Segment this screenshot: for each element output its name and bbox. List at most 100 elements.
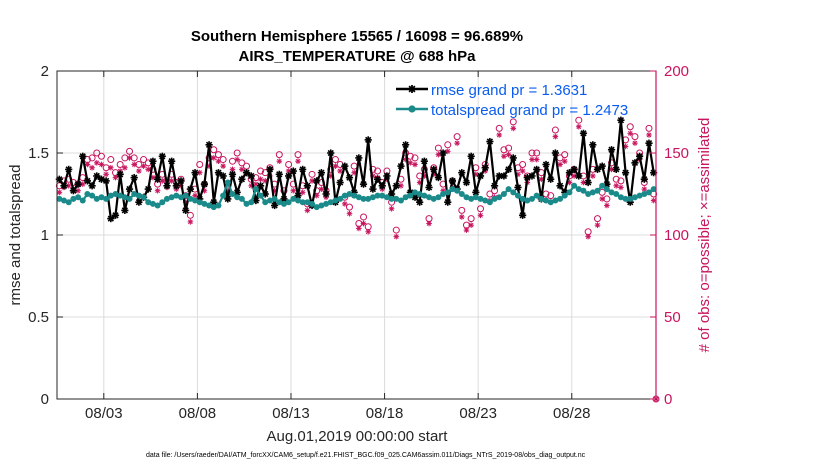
rmse-point (378, 182, 386, 190)
obs-possible-point (97, 152, 105, 160)
totalspread-point (266, 197, 273, 204)
totalspread-point (636, 192, 643, 199)
totalspread-point (543, 197, 550, 204)
totalspread-point (388, 195, 395, 202)
y2-tick-label: 150 (664, 145, 689, 162)
totalspread-point (603, 186, 610, 193)
obs-assimilated-point (257, 176, 264, 183)
totalspread-point (622, 195, 629, 202)
totalspread-point (131, 191, 138, 197)
totalspread-point (290, 195, 297, 202)
rmse-point (341, 162, 349, 170)
totalspread-point (332, 197, 339, 204)
totalspread-point (631, 194, 638, 201)
rmse-point (322, 190, 330, 198)
rmse-point (425, 183, 433, 192)
obs-possible-point (360, 213, 368, 221)
totalspread-point (407, 192, 414, 199)
obs-assimilated-point (168, 178, 175, 184)
totalspread-point (402, 194, 409, 201)
totalspread-point (313, 204, 320, 211)
rmse-point (79, 152, 87, 160)
obs-assimilated-point (501, 153, 507, 160)
obs-assimilated-point (145, 166, 152, 173)
totalspread-point (580, 187, 587, 194)
rmse-point (144, 185, 152, 193)
totalspread-point (229, 191, 236, 197)
totalspread-point (524, 197, 531, 204)
obs-possible-point (285, 160, 293, 168)
obs-possible-point (214, 151, 222, 159)
rmse-point (289, 167, 297, 175)
rmse-point (242, 169, 251, 177)
totalspread-point (440, 191, 447, 197)
obs-possible-point (327, 165, 335, 173)
totalspread-point (309, 200, 316, 207)
obs-assimilated-point (342, 201, 348, 207)
totalspread-point (477, 195, 484, 202)
totalspread-point (528, 195, 535, 202)
rmse-point (383, 172, 391, 180)
y2-tick-label: 0 (664, 391, 672, 408)
rmse-point (397, 162, 405, 170)
totalspread-point (318, 202, 325, 209)
obs-assimilated-point (126, 155, 133, 161)
rmse-point (402, 141, 410, 149)
obs-possible-point (425, 215, 433, 223)
totalspread-point (486, 199, 493, 206)
y2-axis-label: # of obs: o=possible; ×=assimilated (696, 118, 713, 353)
totalspread-point (360, 195, 367, 202)
rmse-point (327, 149, 335, 157)
obs-possible-point (537, 169, 545, 177)
totalspread-point (547, 199, 554, 206)
obs-possible-point (458, 206, 466, 214)
obs-assimilated-point (131, 161, 138, 168)
obs-possible-point (551, 126, 559, 134)
rmse-point (275, 170, 283, 178)
obs-possible-point (257, 167, 265, 175)
rmse-point (448, 177, 457, 185)
obs-possible-point (547, 192, 555, 200)
rmse-point (256, 182, 265, 190)
rmse-point (200, 180, 209, 188)
x-tick-label: 08/08 (179, 405, 217, 422)
obs-assimilated-point (393, 233, 400, 240)
totalspread-point (187, 195, 194, 202)
rmse-point (598, 162, 606, 170)
rmse-point (490, 182, 499, 190)
obs-assimilated-point (571, 173, 577, 179)
obs-assimilated-point (552, 133, 559, 140)
obs-assimilated-point (575, 123, 582, 130)
totalspread-point (645, 189, 652, 196)
rmse-point (317, 169, 326, 177)
rmse-point (444, 198, 452, 206)
obs-possible-point (93, 149, 101, 157)
obs-assimilated-point (112, 174, 119, 181)
obs-assimilated-point (159, 178, 166, 184)
obs-assimilated-point (365, 228, 371, 235)
y-tick-label: 1 (41, 227, 49, 244)
obs-possible-point (519, 160, 527, 168)
rmse-point (359, 180, 368, 188)
obs-assimilated-point (458, 214, 465, 220)
rmse-point (271, 201, 279, 210)
totalspread-point (234, 194, 241, 201)
x-tick-label: 08/13 (272, 405, 310, 422)
rmse-point (107, 215, 115, 223)
totalspread-point (112, 191, 119, 197)
obs-possible-point (411, 154, 419, 162)
totalspread-point (154, 202, 161, 209)
obs-possible-point (575, 116, 583, 124)
rmse-point (519, 211, 527, 219)
obs-possible-point (308, 170, 316, 178)
obs-assimilated-point (318, 186, 325, 192)
obs-assimilated-point (463, 227, 470, 233)
rmse-point (163, 182, 171, 190)
totalspread-point (201, 200, 208, 207)
obs-possible-point (275, 151, 283, 159)
totalspread-point (285, 199, 292, 206)
totalspread-point (159, 199, 166, 206)
totalspread-point (575, 186, 582, 193)
rmse-point (369, 185, 377, 193)
rmse-point (303, 182, 311, 190)
